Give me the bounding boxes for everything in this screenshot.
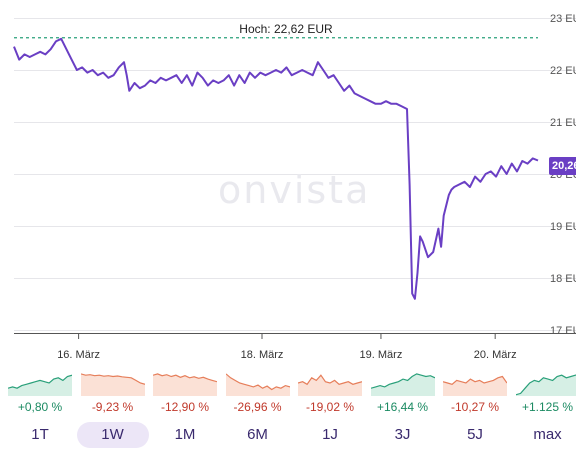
y-tick-label: 19 EUR bbox=[550, 221, 576, 233]
performance-percent: +0,80 % bbox=[17, 400, 63, 414]
period-button-1t[interactable]: 1T bbox=[31, 426, 49, 443]
x-tick-label: 16. März bbox=[57, 349, 100, 361]
sparkline-area bbox=[515, 374, 576, 396]
sparkline-line bbox=[442, 375, 508, 385]
sparkline-tile[interactable]: -26,96 % bbox=[225, 366, 290, 418]
sparkline-chart bbox=[7, 374, 73, 396]
y-tick-label: 23 EUR bbox=[550, 13, 576, 25]
period-button-max[interactable]: max bbox=[533, 426, 562, 443]
sparkline-line bbox=[225, 373, 290, 391]
sparkline-chart bbox=[515, 374, 576, 396]
sparkline-line bbox=[80, 373, 145, 385]
performance-percent: -10,27 % bbox=[450, 400, 500, 414]
sparkline-line bbox=[370, 373, 435, 389]
sparkline-tile[interactable]: -12,90 % bbox=[152, 366, 218, 418]
performance-percent: -9,23 % bbox=[91, 400, 134, 414]
sparkline-tile[interactable]: -9,23 % bbox=[80, 366, 145, 418]
sparkline-area bbox=[225, 373, 290, 396]
watermark-logo: onvista bbox=[218, 168, 371, 212]
sparkline-area bbox=[370, 373, 435, 396]
performance-percent: +16,44 % bbox=[376, 400, 429, 414]
sparkline-chart bbox=[370, 373, 435, 396]
period-button-5j[interactable]: 5J bbox=[467, 426, 483, 443]
sparkline-area bbox=[298, 375, 362, 396]
sparkline-area bbox=[80, 373, 145, 396]
y-tick-label: 22 EUR bbox=[550, 65, 576, 77]
x-tick-label: 18. März bbox=[241, 349, 284, 361]
price-line bbox=[13, 37, 539, 300]
y-tick-label: 18 EUR bbox=[550, 273, 576, 285]
x-tick-label: 20. März bbox=[474, 349, 517, 361]
sparkline-tile[interactable]: -19,02 % bbox=[297, 366, 363, 418]
sparkline-area bbox=[153, 373, 217, 396]
y-tick-label: 21 EUR bbox=[550, 117, 576, 129]
high-label: Hoch: 22,62 EUR bbox=[239, 22, 333, 36]
sparkline-chart bbox=[80, 373, 145, 396]
sparkline-line bbox=[152, 373, 218, 383]
sparkline-tile[interactable]: -10,27 % bbox=[442, 366, 508, 418]
period-button-1w[interactable]: 1W bbox=[76, 422, 149, 448]
y-tick-label: 17 EUR bbox=[550, 325, 576, 337]
sparkline-area bbox=[8, 375, 72, 396]
x-tick-label: 19. März bbox=[360, 349, 403, 361]
sparkline-tile[interactable]: +1.125 % bbox=[515, 366, 576, 418]
period-button-1m[interactable]: 1M bbox=[174, 426, 196, 443]
sparkline-tile[interactable]: +0,80 % bbox=[7, 366, 73, 418]
period-selector: 1T 1W 1M 6M 1J 3J 5J max bbox=[0, 420, 576, 450]
performance-percent: -19,02 % bbox=[305, 400, 355, 414]
sparkline-chart bbox=[442, 375, 508, 396]
performance-percent: -12,90 % bbox=[160, 400, 210, 414]
sparkline-chart bbox=[152, 373, 218, 396]
sparkline-line bbox=[7, 374, 73, 389]
sparkline-line bbox=[515, 374, 576, 396]
sparkline-chart bbox=[225, 373, 290, 396]
performance-percent: +1.125 % bbox=[521, 400, 574, 414]
performance-sparklines: +0,80 % -9,23 % -12,90 % -26,96 % -19,02 % +1… bbox=[0, 366, 576, 418]
period-button-1j[interactable]: 1J bbox=[322, 426, 338, 443]
last-price-badge: 20,26 bbox=[549, 157, 576, 175]
sparkline-line bbox=[297, 374, 363, 386]
period-button-3j[interactable]: 3J bbox=[394, 426, 411, 443]
sparkline-chart bbox=[297, 374, 363, 396]
sparkline-area bbox=[443, 376, 507, 396]
performance-percent: -26,96 % bbox=[233, 400, 282, 414]
sparkline-tile[interactable]: +16,44 % bbox=[370, 366, 435, 418]
period-button-6m[interactable]: 6M bbox=[247, 426, 268, 443]
